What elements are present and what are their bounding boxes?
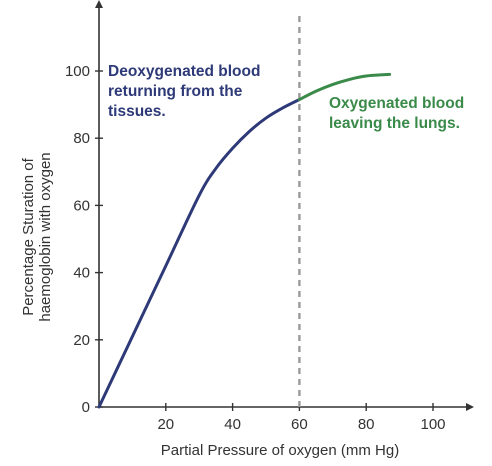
y-tick-label: 80 [73,130,90,147]
annotation-deoxygenated-line: tissues. [108,103,166,120]
axis-labels: Partial Pressure of oxygen (mm Hg) Percen… [20,152,399,459]
x-tick-label: 20 [157,416,174,433]
axis-ticks: 20 40 60 80 100 0 20 40 60 80 100 [65,63,446,433]
series-group [97,72,392,409]
x-axis-title: Partial Pressure of oxygen (mm Hg) [161,442,399,459]
y-tick-label: 100 [65,63,90,80]
deoxygenated-curve [97,98,301,409]
x-tick-label: 80 [358,416,375,433]
y-axis-title-line: haemoglobin with oxygen [37,152,54,321]
y-tick-label: 40 [73,265,90,282]
annotations: Deoxygenated blood returning from the tiss… [108,63,464,132]
y-axis-title: Percentage Sturation ofhaemoglobin with … [20,152,54,321]
annotation-deoxygenated-line: returning from the [108,83,243,100]
x-tick-label: 40 [224,416,241,433]
annotation-oxygenated: Oxygenated blood leaving the lungs. [329,95,464,132]
oxygenated-curve [297,72,392,102]
y-axis-title-line: Percentage Sturation of [20,157,37,315]
x-tick-label: 60 [291,416,308,433]
y-tick-label: 0 [82,399,90,416]
y-tick-label: 60 [73,197,90,214]
x-tick-label: 100 [420,416,445,433]
annotation-oxygenated-line: leaving the lungs. [329,115,460,132]
annotation-oxygenated-line: Oxygenated blood [329,95,464,112]
annotation-deoxygenated-line: Deoxygenated blood [108,63,260,80]
annotation-deoxygenated: Deoxygenated blood returning from the tiss… [108,63,260,120]
y-tick-label: 20 [73,332,90,349]
